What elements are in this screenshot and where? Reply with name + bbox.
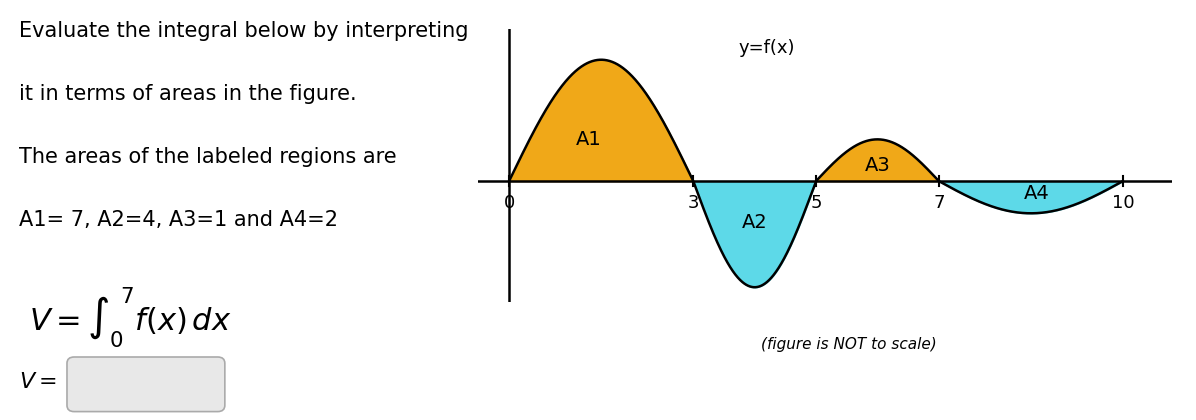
Text: (figure is NOT to scale): (figure is NOT to scale) xyxy=(762,337,936,352)
Text: A1: A1 xyxy=(576,130,602,149)
Text: 7: 7 xyxy=(933,194,945,213)
Text: A2: A2 xyxy=(742,213,768,232)
Text: $V =$: $V =$ xyxy=(19,372,57,392)
Text: it in terms of areas in the figure.: it in terms of areas in the figure. xyxy=(19,84,356,104)
Text: A1= 7, A2=4, A3=1 and A4=2: A1= 7, A2=4, A3=1 and A4=2 xyxy=(19,210,338,230)
Text: A3: A3 xyxy=(865,156,890,175)
Text: A4: A4 xyxy=(1024,184,1050,203)
Text: 3: 3 xyxy=(688,194,698,213)
Text: 10: 10 xyxy=(1111,194,1134,213)
Text: y=f(x): y=f(x) xyxy=(739,39,795,58)
FancyBboxPatch shape xyxy=(67,357,225,412)
Text: 0: 0 xyxy=(504,194,514,213)
Text: 5: 5 xyxy=(810,194,822,213)
Text: Evaluate the integral below by interpreting: Evaluate the integral below by interpret… xyxy=(19,21,469,41)
Text: The areas of the labeled regions are: The areas of the labeled regions are xyxy=(19,147,397,167)
Text: $V = \int_0^{\ 7} f(x)\,dx$: $V = \int_0^{\ 7} f(x)\,dx$ xyxy=(29,286,231,350)
